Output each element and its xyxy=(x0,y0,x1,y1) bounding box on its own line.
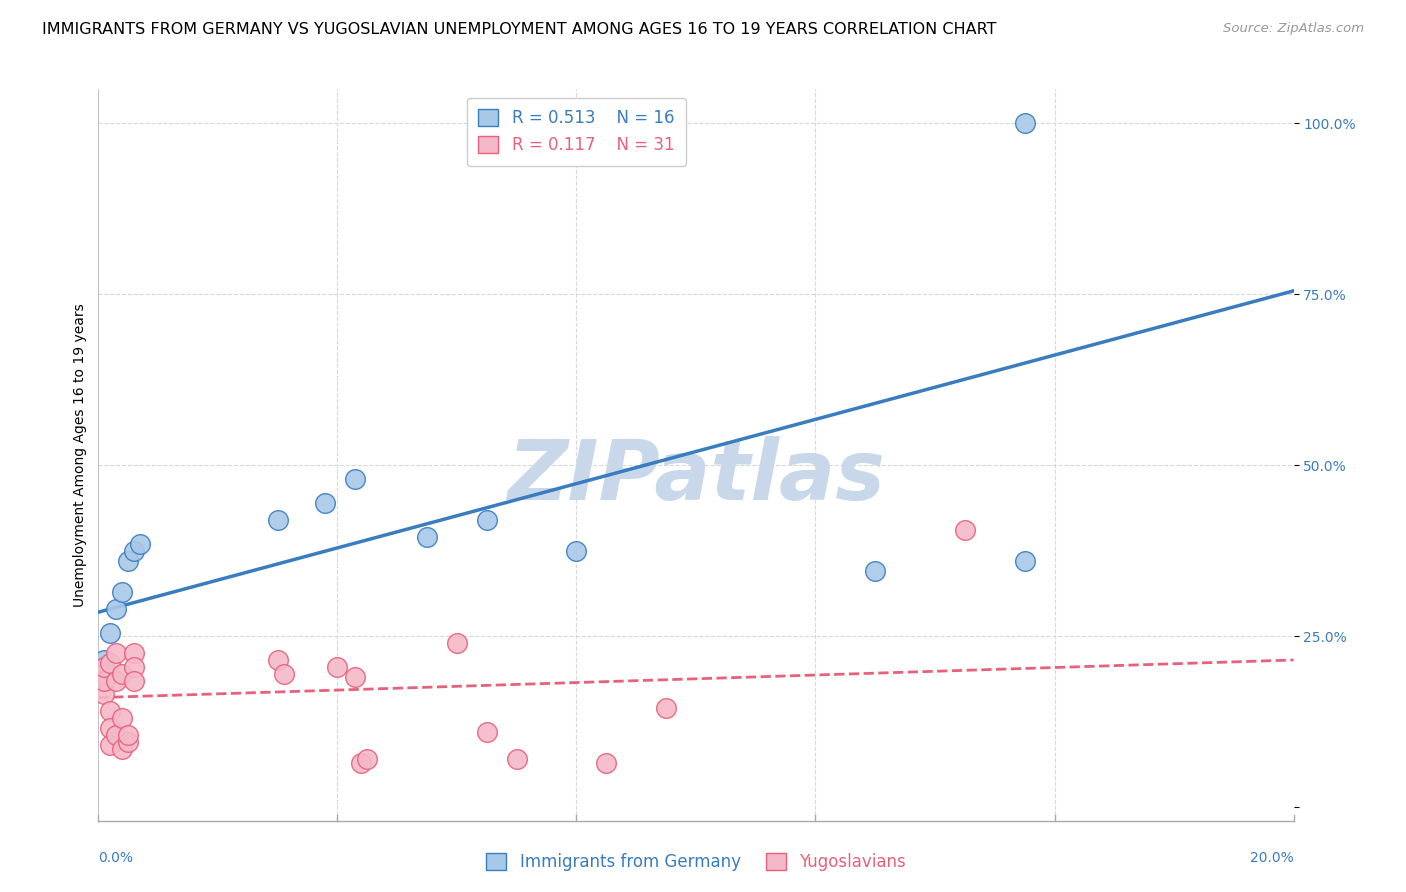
Text: Source: ZipAtlas.com: Source: ZipAtlas.com xyxy=(1223,22,1364,36)
Point xyxy=(124,660,146,674)
Point xyxy=(1014,116,1036,130)
Point xyxy=(350,756,373,770)
Point xyxy=(98,704,122,718)
Point xyxy=(506,752,529,766)
Point xyxy=(117,728,139,742)
Point xyxy=(124,543,146,558)
Text: IMMIGRANTS FROM GERMANY VS YUGOSLAVIAN UNEMPLOYMENT AMONG AGES 16 TO 19 YEARS CO: IMMIGRANTS FROM GERMANY VS YUGOSLAVIAN U… xyxy=(42,22,997,37)
Text: 20.0%: 20.0% xyxy=(1250,851,1294,865)
Point xyxy=(111,711,134,725)
Point xyxy=(446,636,468,650)
Point xyxy=(267,513,290,527)
Point xyxy=(475,513,498,527)
Point xyxy=(98,657,122,671)
Point xyxy=(267,653,290,667)
Point xyxy=(344,670,367,684)
Point xyxy=(93,687,115,701)
Point xyxy=(98,625,122,640)
Point xyxy=(273,666,295,681)
Point xyxy=(111,666,134,681)
Point xyxy=(124,673,146,688)
Point xyxy=(105,728,128,742)
Point xyxy=(344,472,367,486)
Point xyxy=(117,735,139,749)
Point xyxy=(93,666,115,681)
Text: 0.0%: 0.0% xyxy=(98,851,134,865)
Point xyxy=(105,601,128,615)
Point xyxy=(117,554,139,568)
Point xyxy=(124,646,146,660)
Point xyxy=(93,660,115,674)
Point xyxy=(865,564,887,578)
Point xyxy=(93,673,115,688)
Y-axis label: Unemployment Among Ages 16 to 19 years: Unemployment Among Ages 16 to 19 years xyxy=(73,303,87,607)
Point xyxy=(129,537,152,551)
Point xyxy=(1014,554,1036,568)
Point xyxy=(565,543,588,558)
Point xyxy=(98,739,122,753)
Point xyxy=(111,742,134,756)
Point xyxy=(105,646,128,660)
Text: ZIPatlas: ZIPatlas xyxy=(508,436,884,517)
Point xyxy=(93,653,115,667)
Point xyxy=(356,752,378,766)
Point xyxy=(953,523,976,537)
Point xyxy=(655,701,678,715)
Point xyxy=(105,673,128,688)
Point xyxy=(475,724,498,739)
Point xyxy=(315,496,337,510)
Point xyxy=(111,584,134,599)
Legend: Immigrants from Germany, Yugoslavians: Immigrants from Germany, Yugoslavians xyxy=(479,847,912,878)
Point xyxy=(595,756,617,770)
Point xyxy=(416,530,439,544)
Point xyxy=(326,660,349,674)
Point xyxy=(98,722,122,736)
